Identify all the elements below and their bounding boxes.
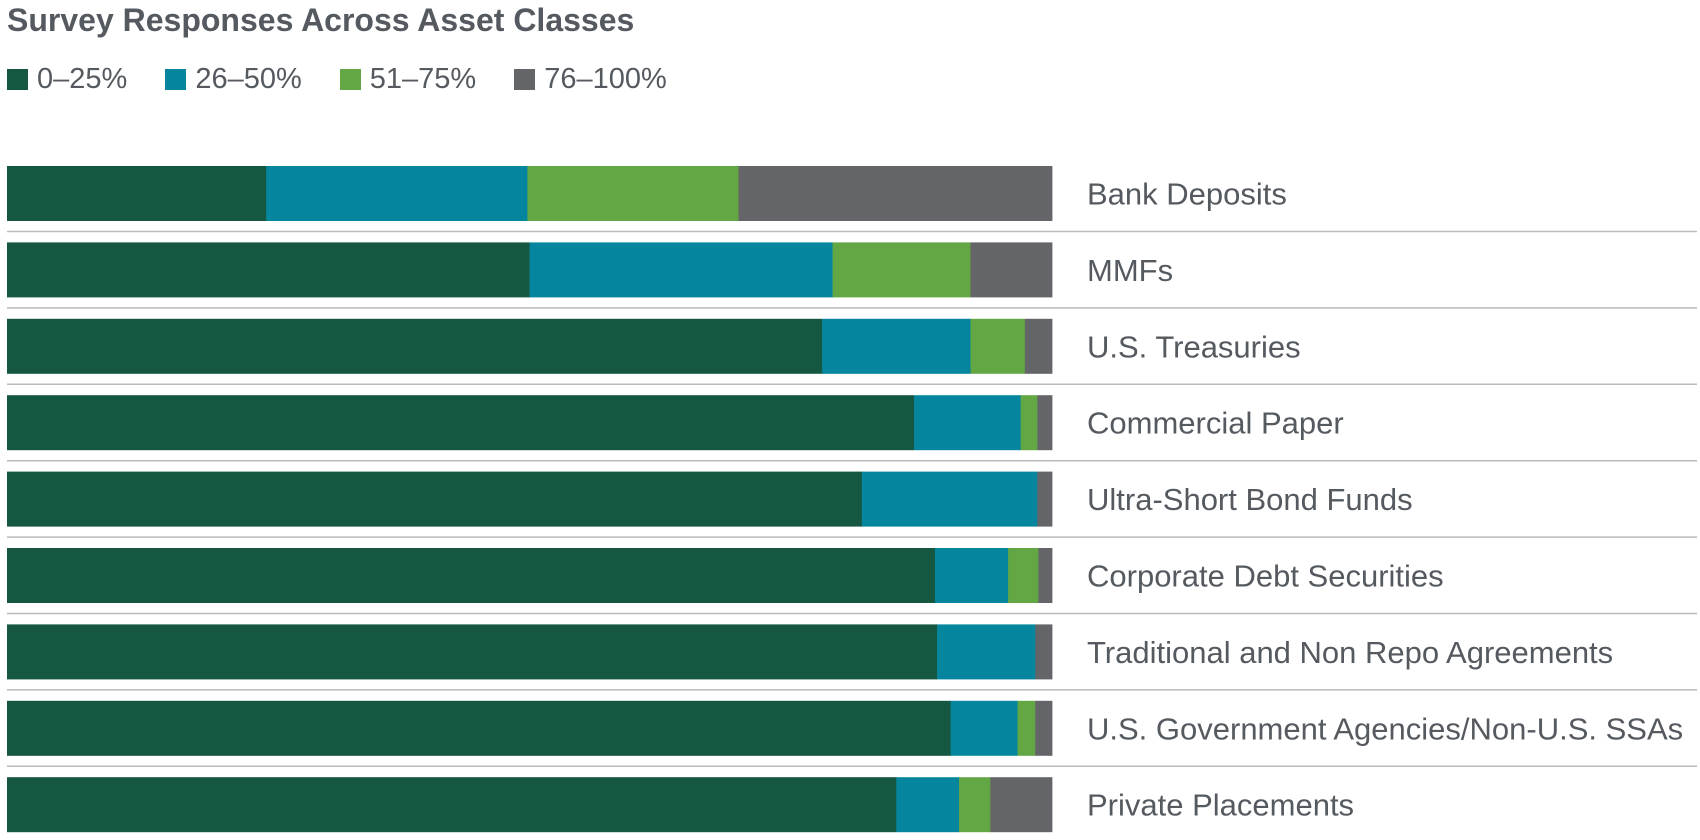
legend-item-26-50: 26–50%: [165, 62, 302, 96]
bar-segment: [970, 242, 1053, 298]
bar-segment: [937, 624, 1036, 680]
legend-label-76-100: 76–100%: [544, 62, 667, 95]
bar-segment: [266, 166, 528, 221]
category-label: Private Placements: [1087, 788, 1354, 823]
bar-segment: [7, 318, 823, 374]
bar-segment: [950, 700, 1018, 756]
chart-title: Survey Responses Across Asset Classes: [7, 2, 635, 38]
legend-swatch-26-50: [165, 68, 187, 90]
bar-segment: [1017, 700, 1036, 756]
bar-segment: [7, 624, 938, 680]
bar-segment: [7, 166, 267, 221]
bar-row: Corporate Debt Securities: [7, 548, 1697, 615]
bar-segment: [958, 777, 991, 833]
bar-segment: [914, 395, 1022, 451]
category-label: Traditional and Non Repo Agreements: [1087, 635, 1613, 670]
legend-swatch-0-25: [7, 68, 28, 90]
legend-item-51-75: 51–75%: [339, 62, 477, 96]
bar-row: U.S. Government Agencies/Non-U.S. SSAs: [7, 700, 1697, 768]
bar-segment: [1035, 624, 1053, 680]
category-label: Corporate Debt Securities: [1087, 559, 1444, 594]
legend-swatch-51-75: [339, 68, 361, 90]
bar-segment: [1024, 318, 1053, 374]
bar-segment: [1037, 395, 1053, 451]
bar-row: Traditional and Non Repo Agreements: [7, 624, 1697, 691]
bar-row: Commercial Paper: [7, 395, 1697, 462]
bar-segment: [822, 318, 971, 374]
legend-item-0-25: 0–25%: [7, 63, 127, 96]
bar-segment: [738, 166, 1053, 221]
bar-segment: [7, 548, 936, 603]
bar-segment: [861, 471, 1038, 527]
bar-segment: [1020, 395, 1038, 451]
bar-row: Private Placements: [7, 777, 1354, 833]
bar-segment: [896, 777, 960, 833]
legend-label-0-25: 0–25%: [37, 62, 128, 95]
bar-segment: [7, 700, 952, 756]
bar-row: Ultra-Short Bond Funds: [7, 471, 1697, 538]
category-label: Ultra-Short Bond Funds: [1087, 482, 1413, 517]
legend-label-26-50: 26–50%: [195, 62, 302, 95]
bar-segment: [7, 777, 897, 833]
bar-segment: [529, 242, 833, 298]
bar-segment: [7, 242, 530, 298]
bar-row: MMFs: [7, 242, 1697, 309]
bar-segment: [7, 395, 915, 451]
category-label: MMFs: [1087, 253, 1173, 288]
bar-segment: [1035, 700, 1053, 756]
bar-segment: [832, 242, 971, 298]
bar-segment: [527, 166, 739, 221]
category-label: U.S. Treasuries: [1087, 329, 1301, 364]
chart-legend: 0–25% 26–50% 51–75% 76–100%: [7, 61, 705, 97]
legend-label-51-75: 51–75%: [369, 62, 477, 95]
category-label: Bank Deposits: [1087, 177, 1287, 212]
bar-segment: [1008, 548, 1039, 603]
bar-row: Bank Deposits: [7, 166, 1697, 233]
bar-segment: [970, 318, 1026, 374]
legend-item-76-100: 76–100%: [514, 63, 667, 96]
category-label: U.S. Government Agencies/Non-U.S. SSAs: [1087, 711, 1683, 746]
category-label: Commercial Paper: [1087, 406, 1344, 441]
bar-segment: [7, 471, 863, 527]
bar-segment: [990, 777, 1053, 833]
bar-row: U.S. Treasuries: [7, 318, 1697, 386]
bar-segment: [1037, 471, 1053, 527]
legend-swatch-76-100: [514, 68, 536, 90]
bar-segment: [934, 548, 1009, 603]
bar-segment: [1038, 548, 1053, 603]
